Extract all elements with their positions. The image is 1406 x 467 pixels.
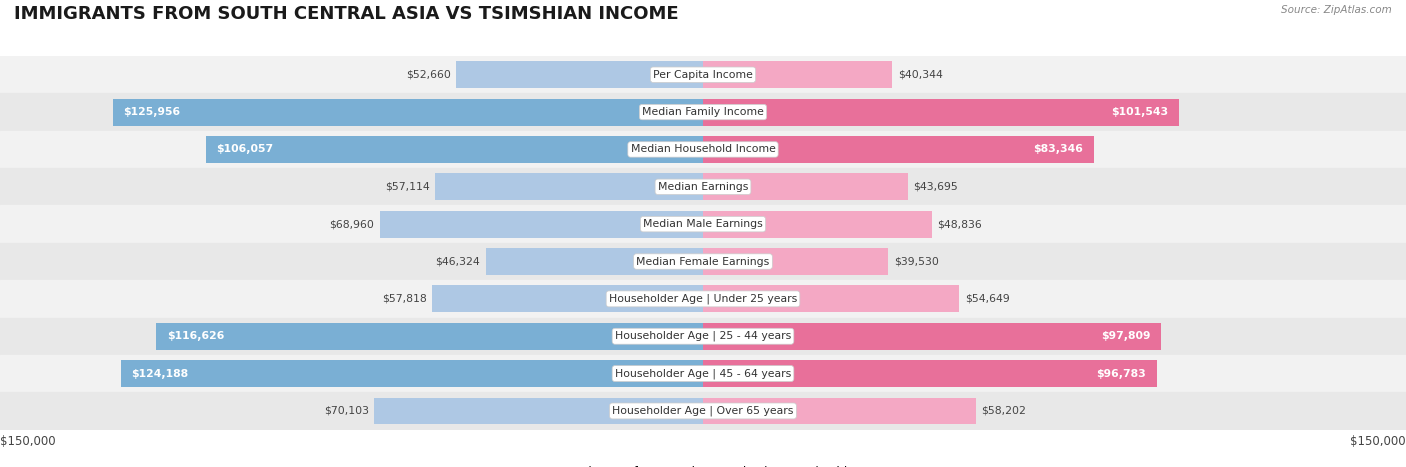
Bar — [703, 136, 1094, 163]
Text: $58,202: $58,202 — [981, 406, 1026, 416]
Text: IMMIGRANTS FROM SOUTH CENTRAL ASIA VS TSIMSHIAN INCOME: IMMIGRANTS FROM SOUTH CENTRAL ASIA VS TS… — [14, 5, 679, 23]
Text: Per Capita Income: Per Capita Income — [652, 70, 754, 80]
Bar — [156, 323, 703, 350]
Bar — [703, 99, 1178, 126]
Bar — [703, 248, 889, 275]
Text: $125,956: $125,956 — [124, 107, 180, 117]
Text: $40,344: $40,344 — [897, 70, 942, 80]
Legend: Immigrants from South Central Asia, Tsimshian: Immigrants from South Central Asia, Tsim… — [540, 461, 866, 467]
Text: $70,103: $70,103 — [323, 406, 368, 416]
Text: $68,960: $68,960 — [329, 219, 374, 229]
Bar — [121, 360, 703, 387]
Text: Householder Age | 45 - 64 years: Householder Age | 45 - 64 years — [614, 368, 792, 379]
Bar — [0, 392, 1406, 430]
Text: $46,324: $46,324 — [436, 256, 481, 267]
Bar — [703, 360, 1157, 387]
Bar — [436, 173, 703, 200]
Bar — [0, 355, 1406, 392]
Bar — [0, 56, 1406, 93]
Text: $101,543: $101,543 — [1111, 107, 1168, 117]
Text: $43,695: $43,695 — [914, 182, 957, 192]
Bar — [456, 61, 703, 88]
Bar — [0, 168, 1406, 205]
Bar — [0, 318, 1406, 355]
Bar — [0, 205, 1406, 243]
Bar — [0, 243, 1406, 280]
Text: Median Earnings: Median Earnings — [658, 182, 748, 192]
Bar — [0, 93, 1406, 131]
Text: $106,057: $106,057 — [217, 144, 274, 155]
Text: Source: ZipAtlas.com: Source: ZipAtlas.com — [1281, 5, 1392, 14]
Text: Householder Age | Under 25 years: Householder Age | Under 25 years — [609, 294, 797, 304]
Text: Median Male Earnings: Median Male Earnings — [643, 219, 763, 229]
Text: $116,626: $116,626 — [167, 331, 225, 341]
Text: Median Female Earnings: Median Female Earnings — [637, 256, 769, 267]
Bar — [205, 136, 703, 163]
Bar — [703, 211, 932, 238]
Bar — [703, 285, 959, 312]
Text: $57,114: $57,114 — [385, 182, 430, 192]
Text: $150,000: $150,000 — [0, 435, 56, 448]
Bar — [374, 397, 703, 425]
Text: Median Household Income: Median Household Income — [630, 144, 776, 155]
Bar — [112, 99, 703, 126]
Text: Householder Age | Over 65 years: Householder Age | Over 65 years — [612, 406, 794, 416]
Bar — [486, 248, 703, 275]
Text: $39,530: $39,530 — [894, 256, 939, 267]
Bar — [432, 285, 703, 312]
Text: $54,649: $54,649 — [965, 294, 1010, 304]
Bar — [0, 280, 1406, 318]
Text: $57,818: $57,818 — [381, 294, 426, 304]
Bar — [0, 131, 1406, 168]
Text: $83,346: $83,346 — [1033, 144, 1083, 155]
Text: $52,660: $52,660 — [406, 70, 450, 80]
Bar — [380, 211, 703, 238]
Text: $124,188: $124,188 — [132, 368, 188, 379]
Bar — [703, 323, 1161, 350]
Bar — [703, 397, 976, 425]
Text: $96,783: $96,783 — [1097, 368, 1146, 379]
Text: Householder Age | 25 - 44 years: Householder Age | 25 - 44 years — [614, 331, 792, 341]
Text: $97,809: $97,809 — [1101, 331, 1152, 341]
Bar — [703, 173, 908, 200]
Text: Median Family Income: Median Family Income — [643, 107, 763, 117]
Text: $48,836: $48,836 — [938, 219, 983, 229]
Bar — [703, 61, 891, 88]
Text: $150,000: $150,000 — [1350, 435, 1406, 448]
